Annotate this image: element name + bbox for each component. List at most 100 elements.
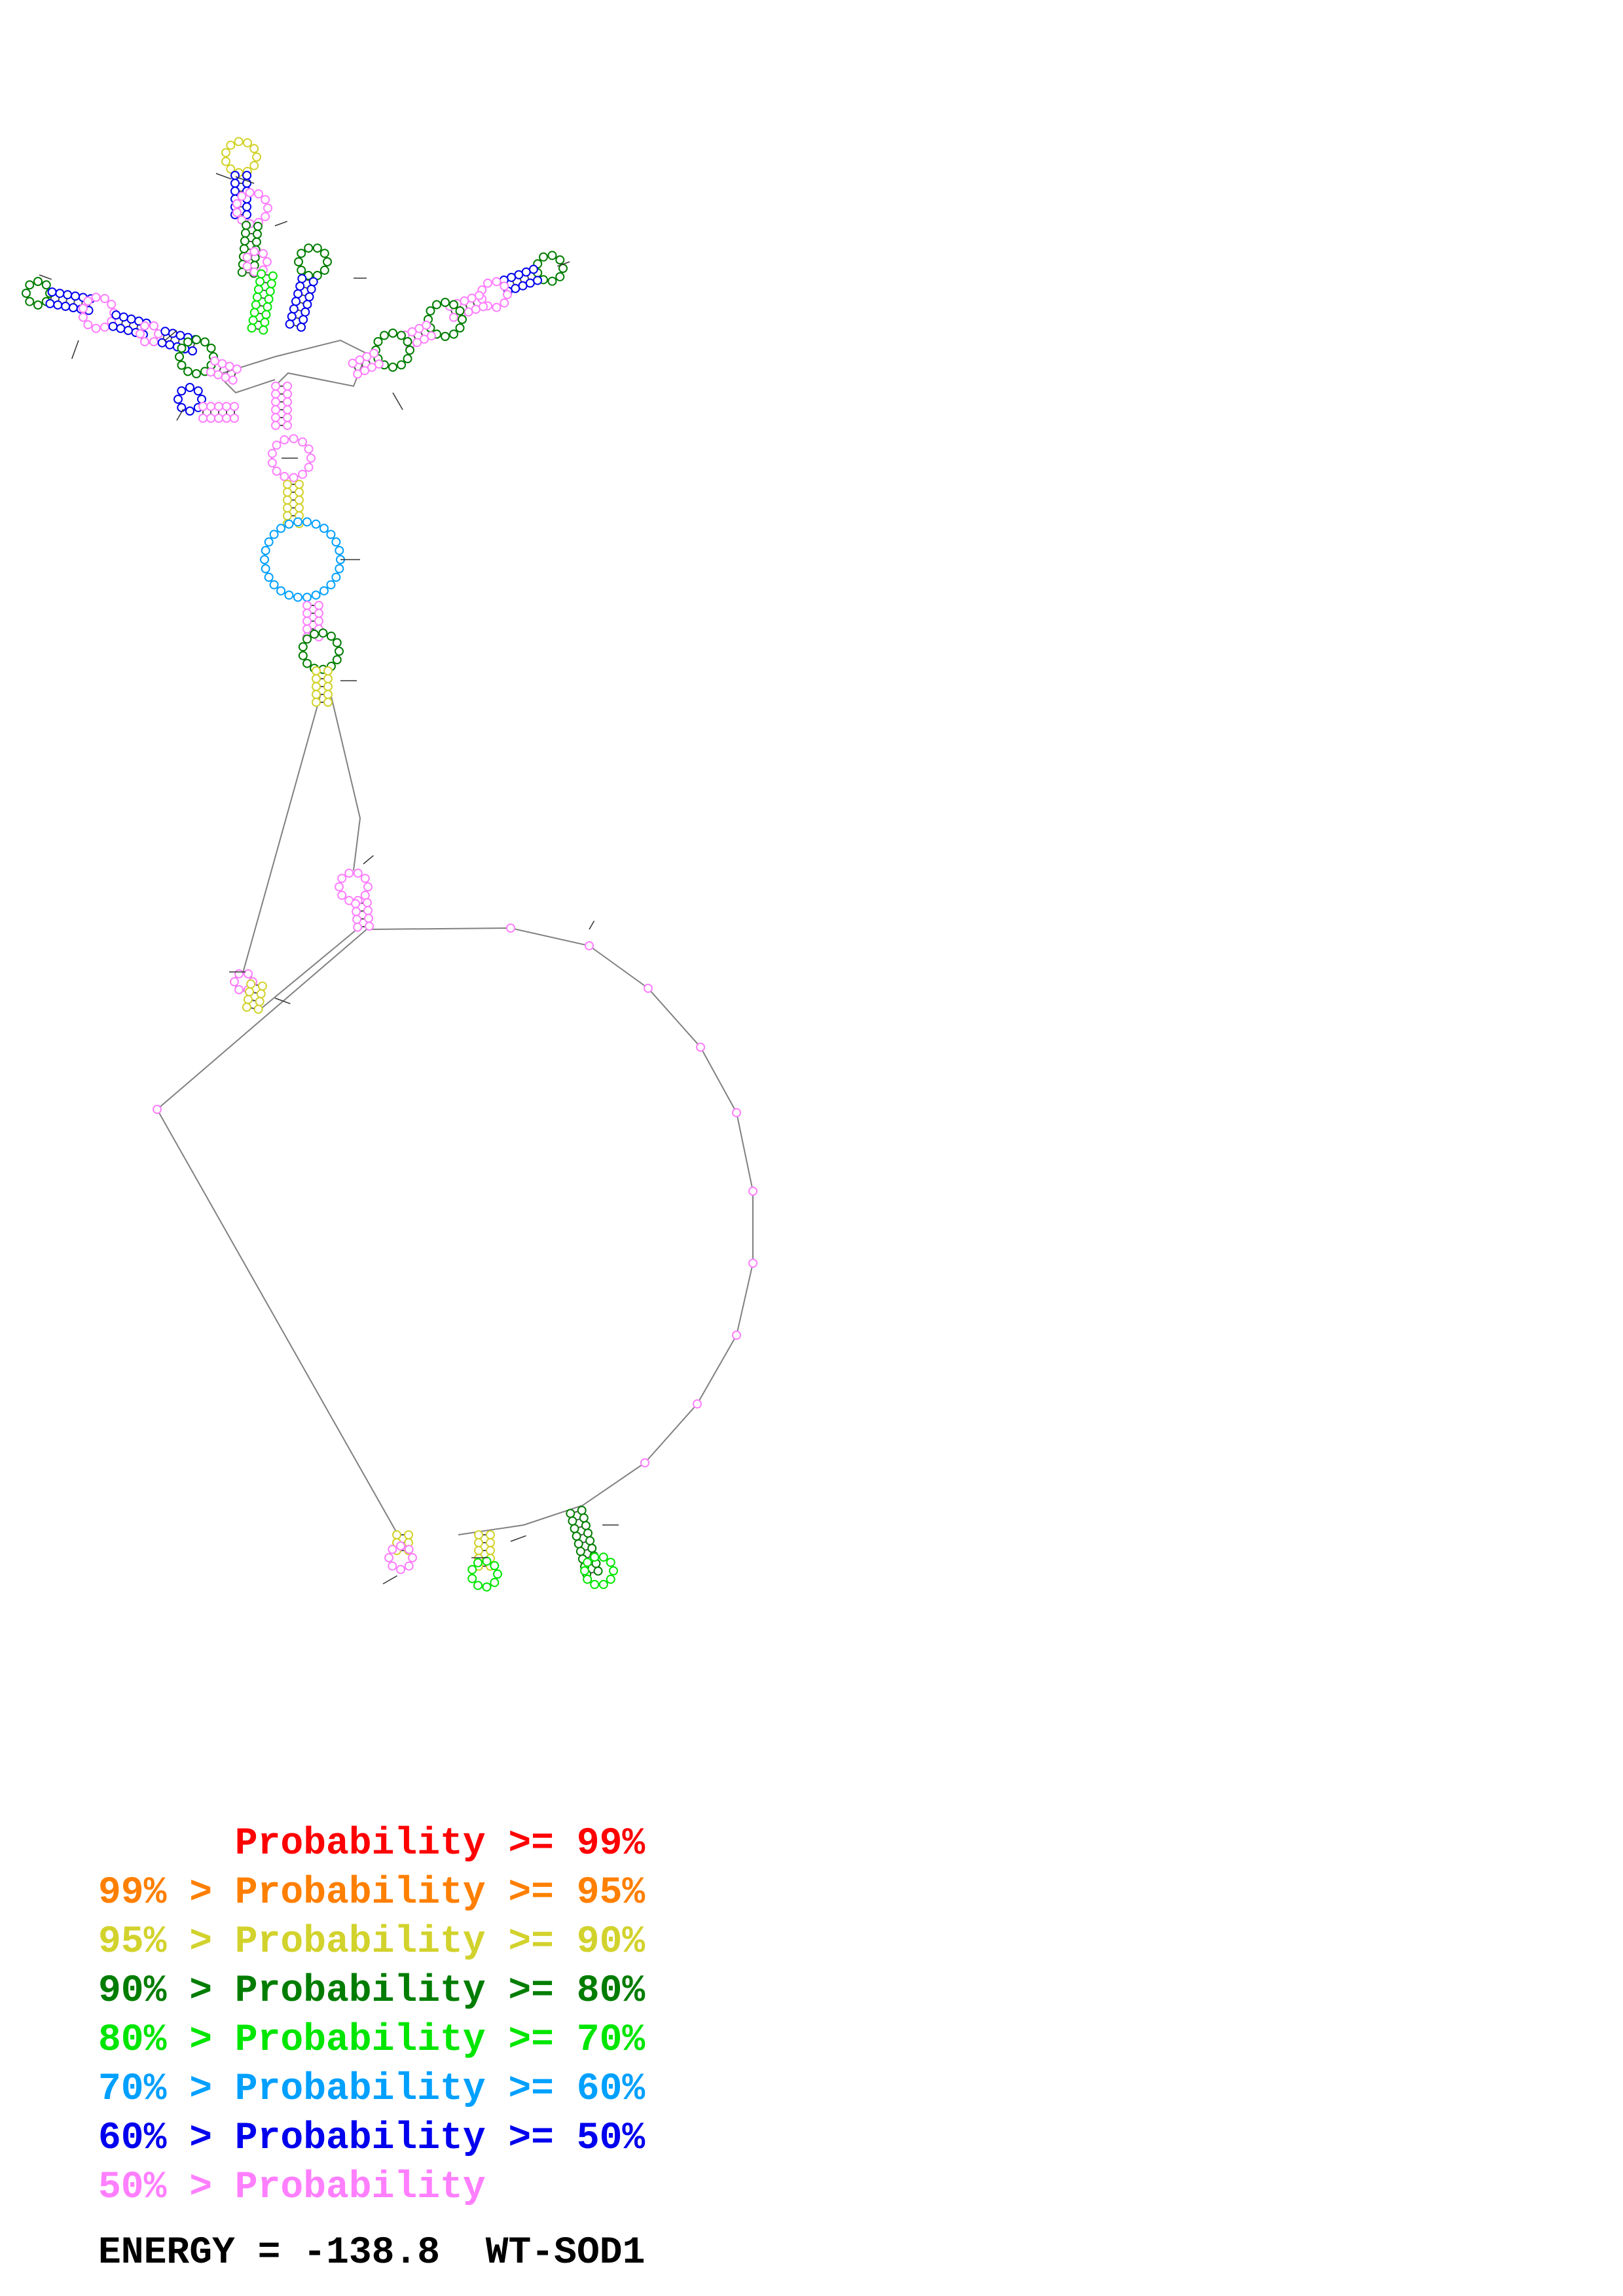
nucleotide bbox=[467, 1565, 477, 1575]
nucleotide bbox=[291, 296, 301, 306]
nucleotide bbox=[302, 658, 312, 668]
nucleotide bbox=[22, 289, 31, 298]
nucleotide bbox=[492, 302, 501, 312]
nucleotide bbox=[192, 335, 201, 344]
nucleotide bbox=[78, 312, 88, 322]
nucleotide bbox=[280, 435, 289, 444]
nucleotide bbox=[319, 586, 329, 596]
nucleotide bbox=[283, 413, 292, 422]
nucleotide bbox=[234, 137, 244, 147]
nucleotide bbox=[748, 1259, 757, 1268]
legend-low-bound: 90% bbox=[98, 1970, 167, 2013]
position-tick bbox=[510, 1535, 526, 1542]
nucleotide bbox=[153, 1105, 162, 1114]
nucleotide bbox=[323, 666, 333, 675]
nucleotide bbox=[25, 296, 35, 306]
legend-comparator: > bbox=[189, 2117, 212, 2160]
nucleotide bbox=[91, 323, 101, 333]
nucleotide bbox=[344, 869, 354, 878]
nucleotide bbox=[302, 624, 312, 634]
nucleotide bbox=[213, 370, 223, 380]
rna-backbone bbox=[26, 141, 754, 1588]
legend-row: 80% > Probability >= 70% bbox=[98, 2016, 645, 2065]
legend-row: 70% > Probability >= 60% bbox=[98, 2065, 645, 2114]
nucleotide bbox=[570, 1524, 579, 1534]
nucleotide bbox=[568, 1516, 577, 1526]
legend-comparator: > bbox=[189, 2166, 212, 2209]
nucleotide bbox=[269, 580, 279, 590]
nucleotide bbox=[260, 317, 270, 327]
nucleotide bbox=[414, 323, 424, 333]
nucleotide bbox=[426, 306, 435, 315]
nucleotide bbox=[83, 296, 93, 306]
nucleotide bbox=[259, 325, 268, 335]
legend-label: Probability bbox=[234, 1970, 486, 2013]
backbone-segment bbox=[156, 929, 397, 1532]
backbone-segment bbox=[242, 693, 321, 976]
legend-row: 90% > Probability >= 80% bbox=[98, 1967, 645, 2016]
nucleotide bbox=[271, 413, 280, 422]
nucleotide bbox=[388, 329, 397, 338]
nucleotide bbox=[403, 337, 412, 346]
legend-row: 95% > Probability >= 90% bbox=[98, 1918, 645, 1967]
nucleotide bbox=[225, 361, 234, 371]
position-tick bbox=[39, 274, 52, 280]
legend-label: Probability bbox=[234, 2166, 486, 2209]
nucleotide bbox=[234, 969, 244, 978]
nucleotide bbox=[323, 674, 333, 683]
nucleotide bbox=[351, 899, 361, 908]
nucleotide bbox=[355, 355, 365, 365]
rna-loops bbox=[22, 137, 757, 1592]
nucleotide bbox=[471, 304, 481, 314]
legend-comparator: >= bbox=[508, 1823, 554, 1865]
nucleotide bbox=[323, 682, 333, 691]
nucleotide bbox=[271, 397, 280, 406]
nucleotide bbox=[298, 642, 308, 652]
nucleotide bbox=[696, 1043, 705, 1052]
nucleotide bbox=[555, 255, 565, 265]
nucleotide bbox=[240, 228, 250, 238]
nucleotide bbox=[301, 307, 310, 317]
nucleotide bbox=[78, 304, 88, 314]
nucleotide bbox=[460, 296, 469, 306]
nucleotide bbox=[606, 1574, 615, 1584]
nucleotide bbox=[239, 244, 249, 254]
nucleotide bbox=[289, 434, 299, 444]
nucleotide bbox=[380, 331, 389, 340]
nucleotide bbox=[245, 987, 255, 997]
nucleotide bbox=[251, 237, 261, 247]
nucleotide bbox=[302, 634, 312, 644]
legend-label: Probability bbox=[234, 2019, 486, 2062]
nucleotide bbox=[177, 361, 187, 370]
nucleotide bbox=[547, 251, 557, 260]
nucleotide bbox=[63, 290, 73, 300]
nucleotide bbox=[609, 1566, 618, 1575]
backbone-segment bbox=[222, 379, 276, 394]
nucleotide bbox=[474, 291, 484, 300]
nucleotide bbox=[251, 300, 261, 310]
nucleotide bbox=[100, 322, 109, 332]
nucleotide bbox=[364, 914, 374, 924]
nucleotide bbox=[318, 628, 328, 638]
nucleotide bbox=[228, 375, 238, 385]
nucleotide bbox=[335, 882, 344, 891]
nucleotide bbox=[230, 179, 240, 188]
nucleotide bbox=[177, 344, 187, 353]
legend-row: 99% > Probability >= 95% bbox=[98, 1869, 645, 1918]
nucleotide bbox=[314, 617, 323, 626]
nucleotide bbox=[503, 290, 512, 299]
nucleotide bbox=[587, 1543, 597, 1553]
nucleotide bbox=[585, 941, 594, 950]
nucleotide bbox=[455, 306, 465, 315]
nucleotide bbox=[374, 359, 384, 369]
nucleotide bbox=[555, 272, 565, 281]
nucleotide bbox=[249, 160, 259, 170]
nucleotide bbox=[490, 1577, 500, 1587]
nucleotide bbox=[521, 267, 531, 277]
nucleotide bbox=[283, 421, 292, 430]
nucleotide bbox=[230, 977, 239, 986]
nucleotide bbox=[482, 1556, 492, 1566]
nucleotide bbox=[353, 869, 363, 878]
nucleotide bbox=[312, 682, 321, 691]
nucleotide bbox=[581, 1520, 591, 1530]
